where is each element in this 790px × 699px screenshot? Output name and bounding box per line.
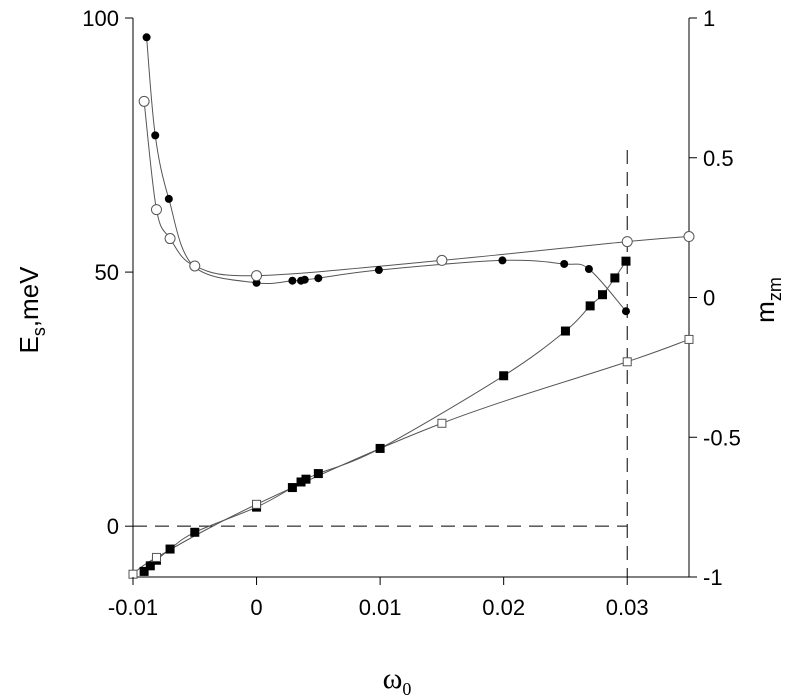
filled-square-point (621, 256, 631, 266)
open-circle-point (189, 260, 201, 272)
y-right-tick-label: 0.5 (703, 146, 734, 171)
x-title-main: ω (383, 662, 403, 695)
series-curve-filled-circle (146, 37, 627, 312)
ticks: -0.01 0 0.01 0.02 0.03 0 50 100 -1 -0.5 0 0.5 1 (82, 6, 741, 620)
filled-square-point (560, 326, 570, 336)
filled-square-point (499, 371, 509, 381)
filled-square-point (610, 273, 620, 283)
reference-lines (133, 150, 628, 577)
open-square-point (151, 552, 161, 562)
filled-square-point (375, 443, 385, 453)
y-left-title-rest: ,meV (14, 266, 44, 327)
filled-circle-point (584, 265, 593, 274)
y-left-tick-label: 50 (95, 260, 119, 285)
filled-circle-point (621, 307, 630, 316)
series-curve-open-circle (143, 101, 690, 277)
open-square-point (622, 357, 632, 367)
filled-square-point (287, 483, 297, 493)
y-right-tick-label: -1 (703, 565, 723, 590)
filled-circle-point (314, 274, 323, 283)
y-axis-title-left: Es,meV (14, 266, 49, 354)
filled-square-point (190, 527, 200, 537)
open-circle-point (150, 204, 162, 216)
filled-circle-point (142, 33, 151, 42)
filled-circle-point (288, 276, 297, 285)
x-axis-title: ω0 (383, 662, 412, 699)
filled-square-point (301, 474, 311, 484)
filled-circle-point (300, 275, 309, 284)
open-circle-point (138, 95, 150, 107)
x-tick-label: 0.01 (359, 595, 402, 620)
y-right-tick-label: 0 (703, 286, 715, 311)
filled-circle-point (498, 256, 507, 265)
data-points (128, 33, 695, 579)
y-right-tick-label: 1 (703, 6, 715, 31)
y-left-tick-label: 100 (82, 6, 119, 31)
fit-curves (132, 37, 690, 575)
filled-square-point (313, 469, 323, 479)
filled-square-point (145, 561, 155, 571)
filled-square-point (165, 544, 175, 554)
y-right-tick-label: -0.5 (703, 425, 741, 450)
filled-square-point (139, 566, 149, 576)
filled-square-point (598, 290, 608, 300)
filled-circle-point (374, 266, 383, 275)
filled-square-point (296, 477, 306, 487)
open-square-point (252, 499, 262, 509)
x-tick-label: -0.01 (108, 595, 158, 620)
open-circle-point (251, 270, 263, 282)
open-circle-point (164, 233, 176, 245)
y-left-tick-label: 0 (107, 514, 119, 539)
open-square-point (437, 418, 447, 428)
filled-circle-point (151, 131, 160, 140)
filled-circle-point (164, 194, 173, 203)
x-title-sub: 0 (402, 679, 411, 699)
filled-square-point (585, 301, 595, 311)
filled-circle-point (560, 259, 569, 268)
y-axis-title-right: mzm (750, 277, 785, 323)
open-circle-point (683, 231, 695, 243)
series-curve-open-square (132, 338, 690, 575)
open-square-point (684, 334, 694, 344)
y-left-title-main: E (14, 336, 44, 353)
y-right-title-main: m (750, 301, 780, 323)
x-tick-label: 0 (250, 595, 262, 620)
open-circle-point (436, 254, 448, 266)
open-circle-point (621, 236, 633, 248)
y-left-title-sub: s (29, 327, 49, 336)
x-tick-label: 0.03 (606, 595, 649, 620)
y-right-title-sub: zm (765, 277, 785, 301)
x-tick-label: 0.02 (482, 595, 525, 620)
